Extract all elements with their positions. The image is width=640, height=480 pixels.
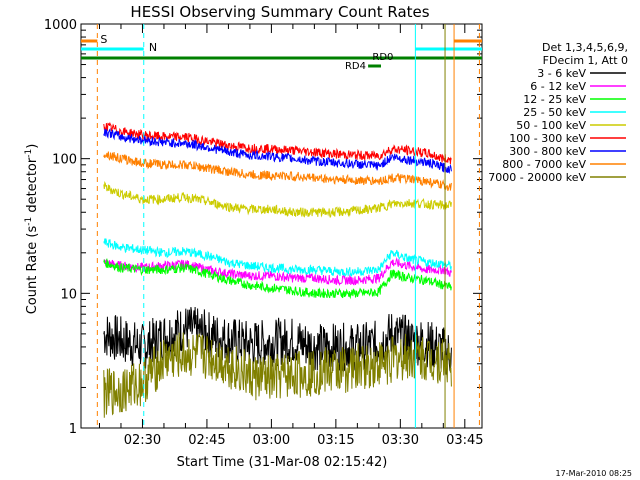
legend-header-line-2: FDecim 1, Att 0 xyxy=(543,54,628,67)
legend-label: 3 - 6 keV xyxy=(537,67,586,80)
series-line xyxy=(103,181,452,219)
legend-label: 12 - 25 keV xyxy=(523,93,586,106)
y-tick-label: 1000 xyxy=(44,18,77,33)
legend: Det 1,3,4,5,6,9, FDecim 1, Att 0 3 - 6 k… xyxy=(488,41,628,184)
x-tick-label: 03:45 xyxy=(446,433,483,448)
y-axis-label: Count Rate (s-1 detector-1) xyxy=(24,144,40,315)
legend-label: 50 - 100 keV xyxy=(516,119,586,132)
series-line xyxy=(103,238,452,278)
chart-title: HESSI Observing Summary Count Rates xyxy=(130,3,429,21)
plot-area: 1 10 100 1000 02:30 02:45 03:00 03:15 03:30 03:45… xyxy=(44,18,484,448)
x-tick-label: 03:00 xyxy=(253,433,290,448)
legend-label: 300 - 800 keV xyxy=(509,145,586,158)
footer-timestamp: 17-Mar-2010 08:25 xyxy=(556,469,633,478)
y-tick-label: 1 xyxy=(69,422,77,437)
plot-frame xyxy=(80,23,483,429)
legend-label: 800 - 7000 keV xyxy=(502,158,586,171)
legend-header-line-1: Det 1,3,4,5,6,9, xyxy=(542,41,628,54)
y-tick-label: 10 xyxy=(60,287,77,302)
x-tick-label: 02:45 xyxy=(188,433,225,448)
series-line xyxy=(103,256,452,286)
legend-label: 100 - 300 keV xyxy=(509,132,586,145)
series-line xyxy=(103,332,452,418)
x-tick-label: 03:30 xyxy=(382,433,419,448)
legend-label: 7000 - 20000 keV xyxy=(488,171,586,184)
flag-label-rd4: RD4 xyxy=(345,61,366,72)
legend-label: 6 - 12 keV xyxy=(530,80,586,93)
x-tick-label: 03:15 xyxy=(317,433,354,448)
flag-label-n: N xyxy=(149,41,157,54)
legend-label: 25 - 50 keV xyxy=(523,106,586,119)
flag-label-rd0: RD0 xyxy=(372,52,393,63)
x-axis-label: Start Time (31-Mar-08 02:15:42) xyxy=(177,455,388,470)
series-line xyxy=(103,151,452,191)
y-tick-label: 100 xyxy=(52,153,77,168)
flag-label-s: S xyxy=(100,33,107,46)
series-line xyxy=(103,258,452,300)
series-line xyxy=(103,127,452,174)
x-tick-label: 02:30 xyxy=(124,433,161,448)
